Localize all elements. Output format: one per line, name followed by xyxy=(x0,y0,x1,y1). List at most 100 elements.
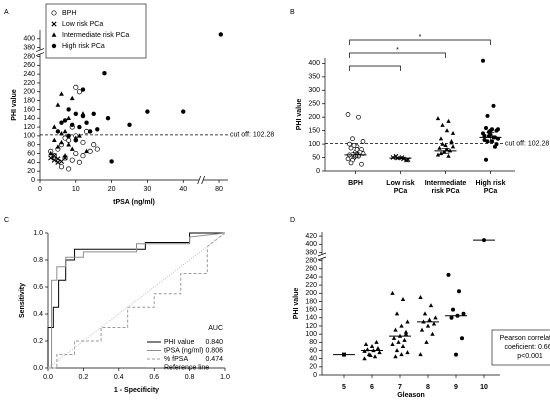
y-axis-title: Sensitivity xyxy=(19,283,26,318)
y-tick-label: 80 xyxy=(27,142,35,149)
point xyxy=(84,148,89,154)
y-tick-label: 0.2 xyxy=(33,338,43,345)
y-tick-label: 50 xyxy=(312,154,320,161)
point xyxy=(422,311,428,316)
x-axis-title: Gleason xyxy=(397,392,425,399)
x-tick-label: 0.2 xyxy=(79,374,89,381)
axis-break xyxy=(317,252,327,257)
point xyxy=(58,164,65,170)
point xyxy=(357,149,363,155)
point xyxy=(354,147,360,152)
x-tick-label: 7 xyxy=(398,384,402,391)
point xyxy=(48,155,54,161)
y-tick-label: 380 xyxy=(23,44,35,51)
y-tick-label: 420 xyxy=(305,233,317,240)
point xyxy=(454,352,458,357)
point xyxy=(73,138,79,143)
y-tick-label: 0.4 xyxy=(33,311,43,318)
point xyxy=(450,144,456,149)
y-tick-label: 280 xyxy=(23,53,35,60)
point xyxy=(59,91,64,96)
x-tick-label: Low risk PCa xyxy=(386,180,415,195)
y-tick-label: 200 xyxy=(305,290,317,297)
legend-label: Low risk PCa xyxy=(62,21,103,28)
significance-label: * xyxy=(396,47,399,54)
point xyxy=(419,327,425,332)
legend-label: High risk PCa xyxy=(62,43,105,50)
point xyxy=(76,89,82,95)
x-tick-label: 10 xyxy=(72,186,80,193)
point xyxy=(360,139,366,144)
point xyxy=(461,311,466,316)
note-box xyxy=(491,329,550,366)
point xyxy=(62,128,68,134)
x-tick-label: 0.4 xyxy=(114,374,124,381)
legend-label: % fPSA xyxy=(164,356,188,363)
x-tick-label: 9 xyxy=(454,384,458,391)
significance-bracket xyxy=(349,65,401,71)
y-tick-label: 80 xyxy=(309,339,317,346)
y-tick-label: 100 xyxy=(305,331,317,338)
y-tick-label: 100 xyxy=(308,141,320,148)
point xyxy=(59,120,64,125)
point xyxy=(80,87,86,92)
point xyxy=(400,344,406,348)
point xyxy=(441,149,447,154)
point xyxy=(449,315,454,320)
y-tick-label: 60 xyxy=(27,150,35,157)
point xyxy=(181,109,186,114)
y-tick-label: 400 xyxy=(305,241,317,248)
x-tick-label: 0.8 xyxy=(185,374,195,381)
y-tick-label: 120 xyxy=(23,124,35,131)
point xyxy=(438,136,444,141)
axis-break xyxy=(197,175,201,185)
point xyxy=(443,143,448,148)
point xyxy=(359,161,364,167)
point xyxy=(69,95,75,101)
y-tick-label: 1.0 xyxy=(33,230,43,237)
x-tick-label: High risk PCa xyxy=(476,180,506,195)
point xyxy=(51,153,57,159)
point xyxy=(446,153,451,158)
axis-break xyxy=(317,256,327,261)
point xyxy=(481,131,485,136)
y-tick-label: 250 xyxy=(308,101,320,108)
point xyxy=(73,111,79,117)
legend-marker xyxy=(51,32,57,37)
point xyxy=(405,319,410,324)
point xyxy=(372,354,378,359)
point xyxy=(69,157,75,163)
point xyxy=(427,317,432,322)
x-tick-label: 6 xyxy=(370,384,374,391)
y-tick-label: 180 xyxy=(305,298,317,305)
y-tick-label: 0.0 xyxy=(33,365,43,372)
point xyxy=(449,140,454,145)
y-tick-label: 20 xyxy=(309,364,317,371)
y-tick-label: 220 xyxy=(305,282,317,289)
roc-line xyxy=(48,232,226,369)
point xyxy=(404,157,409,163)
x-tick-label: 80 xyxy=(215,186,223,193)
point xyxy=(62,135,68,141)
axis-break-gap xyxy=(35,50,45,55)
y-tick-label: 400 xyxy=(23,36,35,43)
y-axis-title: PHI value xyxy=(296,99,303,131)
point xyxy=(55,144,61,149)
y-tick-label: 0.8 xyxy=(33,257,43,264)
point xyxy=(451,307,455,312)
point xyxy=(440,141,445,146)
point xyxy=(66,166,72,172)
legend-label: BPH xyxy=(62,10,76,17)
y-tick-label: 120 xyxy=(305,323,317,330)
point xyxy=(393,354,398,359)
y-tick-label: 160 xyxy=(305,306,317,313)
y-tick-label: 20 xyxy=(27,168,35,175)
auc-label: 0.840 xyxy=(205,339,223,346)
point xyxy=(396,339,401,344)
point xyxy=(76,133,82,138)
point xyxy=(62,153,68,158)
point xyxy=(399,352,404,357)
y-tick-label: 0 xyxy=(313,372,317,379)
point xyxy=(446,118,451,123)
panel-label: C xyxy=(4,217,9,224)
